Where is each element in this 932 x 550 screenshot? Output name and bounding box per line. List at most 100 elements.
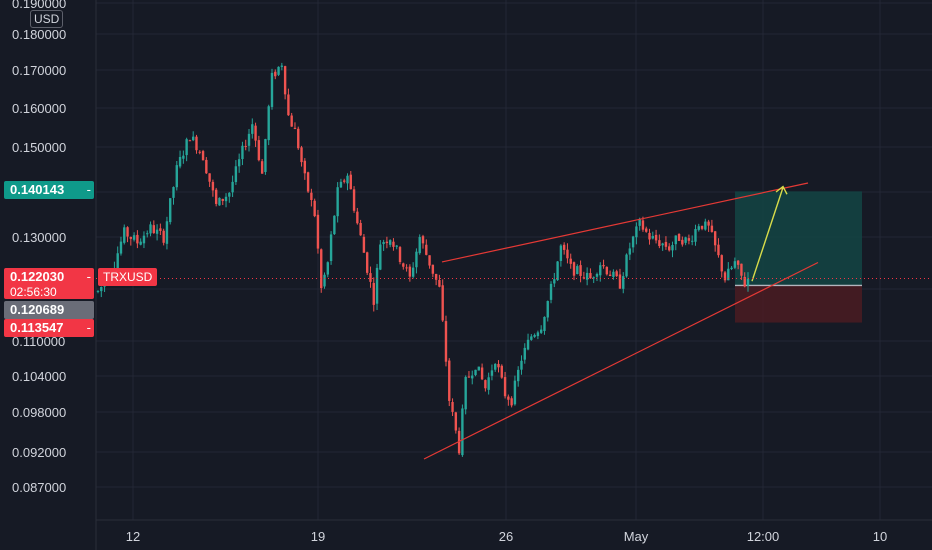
candle-body [746,278,750,286]
candle-body [290,115,293,127]
candle-body [484,380,487,389]
candle-body [585,272,589,280]
candle-body [159,228,162,231]
x-tick-label: 26 [499,529,513,544]
candle-body [553,279,556,284]
candle-body [379,244,382,270]
candle-body [615,271,618,277]
candle-body [408,266,412,277]
candle-body [618,274,622,289]
candle-body [142,235,146,244]
candle-body [654,234,658,241]
candle-body [165,221,169,244]
symbol-tag: TRXUSD [98,268,158,286]
candle-body [372,282,375,305]
candle-body [526,339,530,350]
candle-body [503,377,507,397]
candle-body [474,369,477,376]
candle-body [713,231,717,246]
candle-body [664,241,668,247]
last-price-tag: 0.122030 02:56:30 - [4,268,94,299]
candle-body [375,267,379,304]
candle-body [464,377,467,410]
candle-body [431,264,435,274]
candle-body [740,263,743,276]
candle-body [608,274,612,277]
candle-body [388,240,392,245]
candle-body [336,187,339,217]
candle-body [116,253,119,270]
x-tick-label: 19 [311,529,325,544]
candle-body [152,225,156,234]
candle-body [234,166,238,183]
candle-body [178,157,182,167]
candle-body [687,238,691,241]
candle-body [500,365,503,378]
candle-body [530,336,533,340]
candle-body [480,367,484,380]
y-tick-label: 0.098000 [12,405,66,420]
candle-body [513,380,517,405]
candle-body [149,224,152,234]
candle-body [441,285,444,321]
candle-body [733,261,737,268]
candle-body [471,375,474,379]
candle-body [244,145,247,147]
candle-body [333,215,336,235]
candle-body [297,128,300,149]
candle-body [694,229,697,242]
y-tick-label: 0.150000 [12,140,66,155]
candle-body [146,233,149,235]
projection-arrow-head [775,185,788,195]
candle-body [349,174,352,190]
candle-body [198,151,201,153]
candle-body [251,124,254,134]
candle-body [605,267,609,275]
candle-body [549,283,553,300]
bar-countdown: 02:56:30 [10,285,57,299]
candle-body [162,230,165,243]
candle-body [126,227,129,237]
candle-body [339,181,343,188]
candle-body [674,235,677,245]
candle-body [365,252,369,273]
candle-body [323,274,326,287]
candle-body [671,245,674,251]
candle-body [425,244,428,255]
candle-body [645,228,648,232]
candle-body [264,139,267,172]
candle-body [730,267,733,270]
candle-body [602,265,605,267]
candle-body [434,273,438,280]
candle-body [579,265,582,276]
candle-body [329,234,333,262]
entry-price-value: 0.120689 [10,302,65,317]
candle-body [700,225,704,229]
candle-body [300,147,303,163]
candle-body [444,321,448,362]
candle-body [418,237,421,254]
candle-body [641,220,645,230]
candle-body [707,221,710,226]
candle-body [438,280,441,287]
candle-body [398,247,402,263]
stop-price-value: 0.113547 [10,320,64,335]
candle-body [313,200,316,217]
candle-body [129,237,133,239]
target-zone [735,191,862,286]
candle-body [631,236,635,248]
candle-body [546,301,549,318]
candle-body [428,255,431,266]
candle-body [533,334,536,337]
candle-body [254,125,257,141]
candle-body [316,214,320,249]
candle-body [283,66,287,95]
candle-body [635,226,638,238]
x-tick-label: 12 [126,529,140,544]
candle-body [710,225,714,232]
candle-body [411,267,415,277]
candle-body [477,366,481,371]
candle-body [736,260,740,265]
